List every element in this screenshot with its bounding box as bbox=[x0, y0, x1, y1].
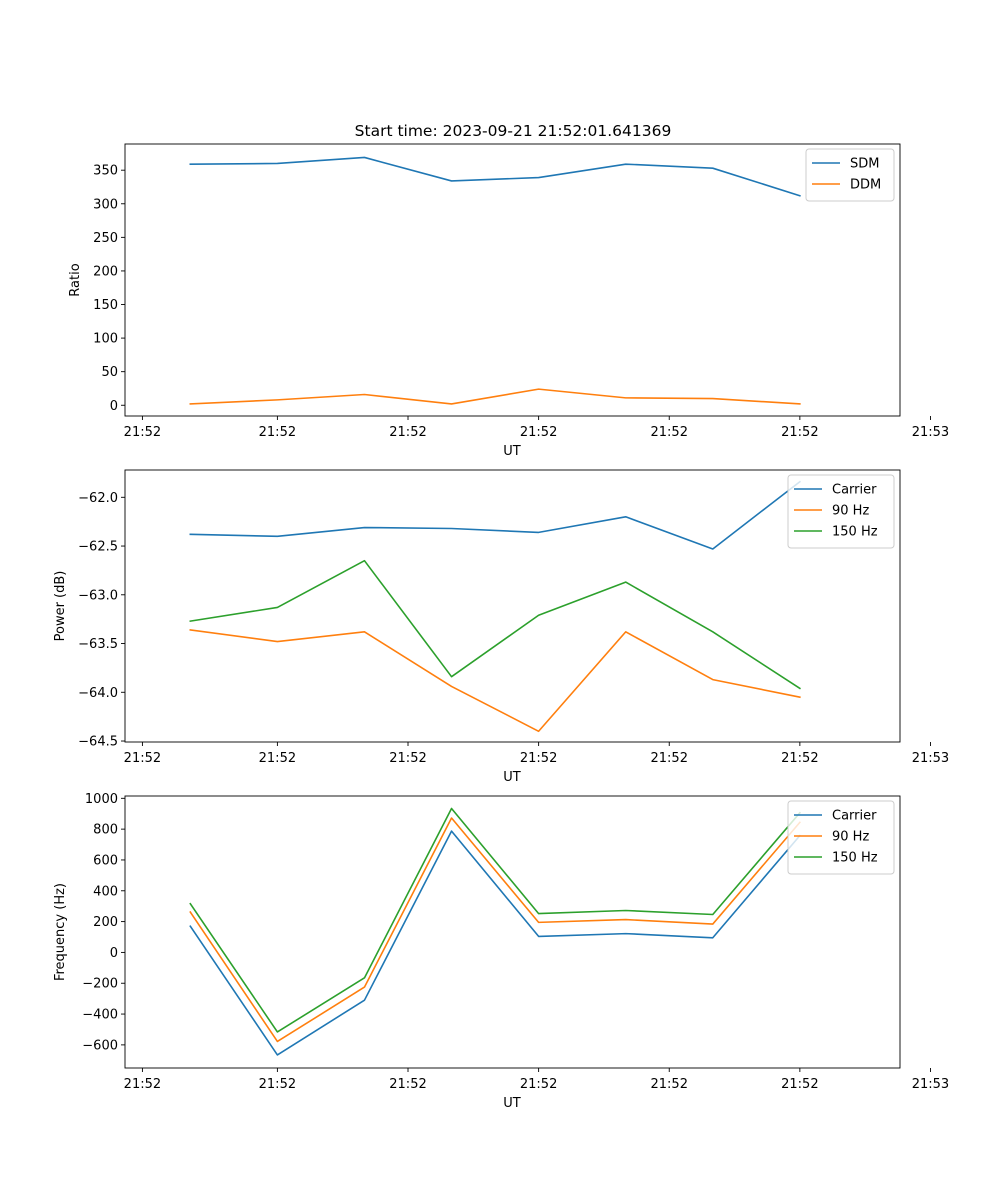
y-tick-label: 0 bbox=[110, 946, 118, 961]
chart-panel-2: 21:52 21:52 21:52 21:52 21:52 21:52 21:53 −64.5… bbox=[53, 469, 949, 785]
axes-frame bbox=[124, 795, 901, 1069]
x-tick-label: 21:52 bbox=[259, 425, 296, 440]
legend-label: 150 Hz bbox=[832, 525, 878, 540]
y-tick-label: −62.5 bbox=[78, 540, 118, 555]
legend-box bbox=[787, 800, 895, 875]
axes-frame bbox=[124, 469, 901, 743]
y-tick-label: 200 bbox=[93, 915, 118, 930]
legend-label: 150 Hz bbox=[832, 851, 878, 866]
legend: Carrier 90 Hz 150 Hz bbox=[787, 474, 895, 549]
y-tick-label: 800 bbox=[93, 823, 118, 838]
y-tick-label: −600 bbox=[82, 1038, 118, 1053]
y-tick-label: 400 bbox=[93, 884, 118, 899]
series-line-150-hz bbox=[189, 807, 801, 1033]
y-tick-label: 200 bbox=[93, 264, 118, 279]
chart-panel-3: 21:52 21:52 21:52 21:52 21:52 21:52 21:53 −600 −… bbox=[53, 792, 949, 1111]
axes-frame bbox=[124, 143, 901, 417]
x-axis-label: UT bbox=[503, 770, 521, 785]
chart-title: Start time: 2023-09-21 21:52:01.641369 bbox=[355, 122, 672, 140]
y-tick-label: 0 bbox=[110, 399, 118, 414]
x-tick-label: 21:52 bbox=[259, 751, 296, 766]
legend: SDM DDM bbox=[805, 148, 895, 202]
y-tick-label: 100 bbox=[93, 332, 118, 347]
series-line-90-hz bbox=[189, 817, 801, 1043]
x-tick-label: 21:52 bbox=[781, 751, 818, 766]
legend-label: DDM bbox=[850, 178, 881, 193]
series-line-ddm bbox=[189, 388, 801, 405]
x-tick-label: 21:53 bbox=[912, 751, 949, 766]
plots: 21:52 21:52 21:52 21:52 21:52 21:52 21:53 0 50 10… bbox=[53, 143, 949, 1111]
y-tick-label: −400 bbox=[82, 1008, 118, 1023]
legend: Carrier 90 Hz 150 Hz bbox=[787, 800, 895, 875]
series-line-carrier bbox=[189, 480, 801, 550]
series-line-sdm bbox=[189, 156, 801, 197]
x-tick-label: 21:52 bbox=[520, 751, 557, 766]
y-axis-label: Power (dB) bbox=[53, 571, 68, 642]
x-tick-label: 21:53 bbox=[912, 1077, 949, 1092]
y-tick-label: 150 bbox=[93, 298, 118, 313]
x-tick-label: 21:52 bbox=[651, 1077, 688, 1092]
y-tick-label: −200 bbox=[82, 977, 118, 992]
legend-box bbox=[805, 148, 895, 202]
x-tick-label: 21:52 bbox=[124, 1077, 161, 1092]
series-line-carrier bbox=[189, 830, 801, 1056]
y-tick-label: −64.5 bbox=[78, 735, 118, 750]
x-tick-label: 21:52 bbox=[389, 1077, 426, 1092]
y-tick-label: 250 bbox=[93, 231, 118, 246]
legend-label: Carrier bbox=[832, 809, 877, 824]
y-tick-label: 300 bbox=[93, 197, 118, 212]
legend-label: 90 Hz bbox=[832, 504, 869, 519]
x-tick-label: 21:52 bbox=[124, 425, 161, 440]
y-tick-label: −62.0 bbox=[78, 491, 118, 506]
x-tick-label: 21:52 bbox=[651, 751, 688, 766]
y-tick-label: −63.0 bbox=[78, 588, 118, 603]
legend-label: 90 Hz bbox=[832, 830, 869, 845]
y-axis-label: Ratio bbox=[68, 263, 83, 296]
x-axis-label: UT bbox=[503, 1096, 521, 1111]
x-tick-label: 21:52 bbox=[389, 751, 426, 766]
x-tick-label: 21:52 bbox=[124, 751, 161, 766]
x-tick-label: 21:52 bbox=[520, 425, 557, 440]
x-tick-label: 21:52 bbox=[389, 425, 426, 440]
series-line-90-hz bbox=[189, 628, 801, 733]
x-tick-label: 21:52 bbox=[259, 1077, 296, 1092]
legend-label: Carrier bbox=[832, 483, 877, 498]
chart-panel-1: 21:52 21:52 21:52 21:52 21:52 21:52 21:53 0 50 10… bbox=[68, 143, 949, 459]
y-tick-label: 600 bbox=[93, 853, 118, 868]
x-tick-label: 21:52 bbox=[651, 425, 688, 440]
x-tick-label: 21:52 bbox=[781, 1077, 818, 1092]
y-tick-label: 50 bbox=[101, 365, 118, 380]
y-axis-label: Frequency (Hz) bbox=[53, 883, 68, 981]
y-tick-label: −64.0 bbox=[78, 686, 118, 701]
x-tick-label: 21:52 bbox=[520, 1077, 557, 1092]
series-line-150-hz bbox=[189, 559, 801, 690]
x-tick-label: 21:52 bbox=[781, 425, 818, 440]
legend-box bbox=[787, 474, 895, 549]
y-tick-label: −63.5 bbox=[78, 637, 118, 652]
x-axis-label: UT bbox=[503, 444, 521, 459]
y-tick-label: 350 bbox=[93, 164, 118, 179]
x-tick-label: 21:53 bbox=[912, 425, 949, 440]
legend-label: SDM bbox=[850, 157, 879, 172]
y-tick-label: 1000 bbox=[85, 792, 118, 807]
